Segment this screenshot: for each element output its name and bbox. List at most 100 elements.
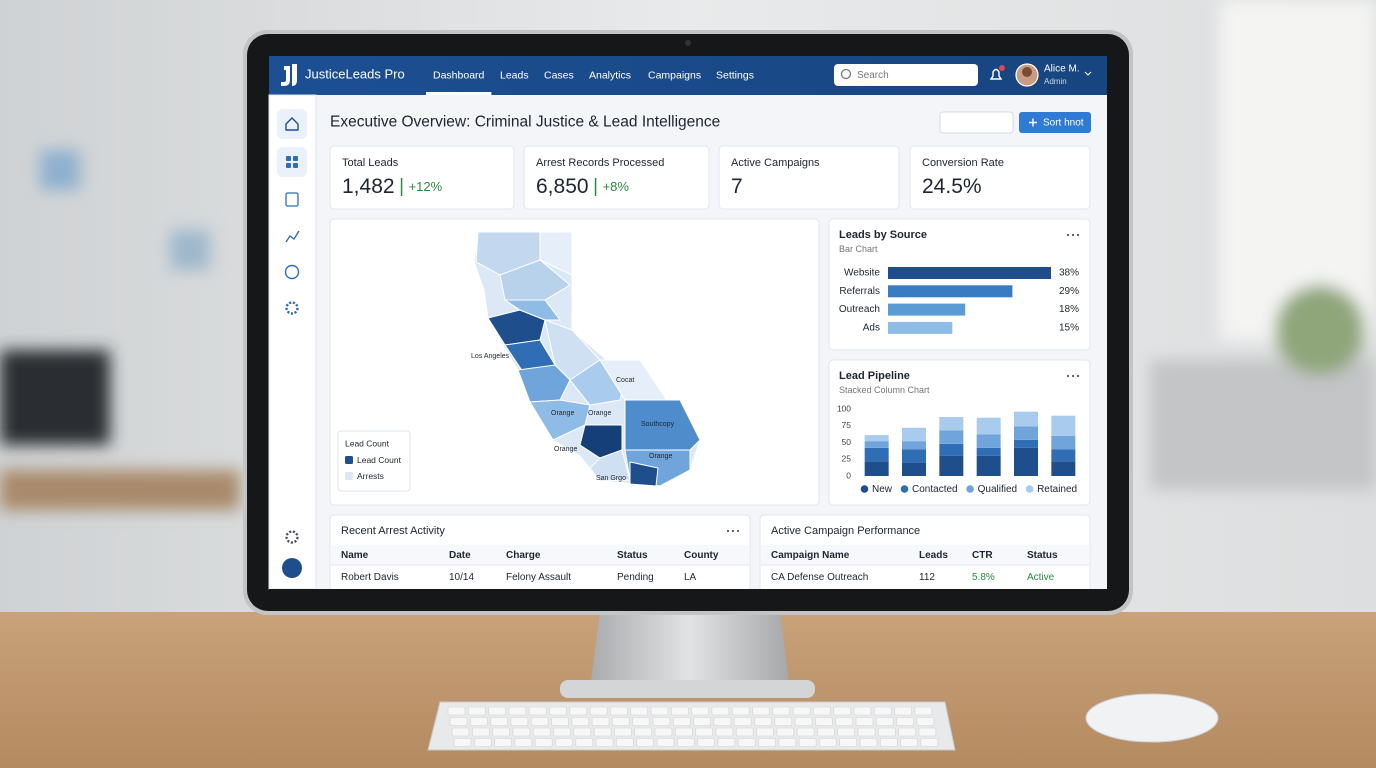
- stacked-segment: [1014, 439, 1038, 448]
- key: [879, 738, 898, 747]
- key: [754, 717, 772, 726]
- kpi-value: 24.5%: [922, 175, 982, 198]
- blur-note: [40, 150, 80, 190]
- more-menu-dot[interactable]: [726, 529, 730, 533]
- nav-active-indicator: [426, 92, 492, 95]
- bar-label: Referrals: [839, 286, 880, 297]
- search-icon: [840, 68, 852, 80]
- key: [817, 727, 835, 737]
- bar-value-label: 38%: [1059, 268, 1079, 279]
- nav-item[interactable]: Campaigns: [648, 69, 701, 81]
- key: [914, 706, 933, 716]
- key: [695, 727, 713, 737]
- blur-plant: [1275, 285, 1365, 375]
- key: [697, 738, 715, 747]
- map-legend-title: Lead Count: [345, 438, 390, 448]
- key: [473, 738, 492, 747]
- more-menu-dot[interactable]: [1066, 374, 1070, 378]
- y-tick-label: 0: [846, 470, 851, 480]
- key: [918, 727, 937, 737]
- icon-campaigns[interactable]: [284, 264, 300, 280]
- legend-marker: [966, 485, 974, 493]
- icon-preferences[interactable]: [285, 530, 299, 544]
- legend-swatch: [345, 472, 353, 480]
- county: [487, 309, 546, 346]
- key: [656, 738, 675, 747]
- bar-label: Website: [844, 268, 880, 279]
- more-menu-dot[interactable]: [1066, 233, 1070, 237]
- more-menu-dot[interactable]: [731, 529, 735, 533]
- stacked-segment: [864, 435, 889, 442]
- key: [453, 738, 472, 747]
- icon-buttons[interactable]: [939, 111, 1014, 134]
- kpi-value: 6,850: [536, 175, 589, 198]
- more-menu-dot[interactable]: [736, 529, 740, 533]
- action-button[interactable]: [1019, 112, 1091, 133]
- key: [693, 717, 711, 726]
- nav-item[interactable]: Cases: [544, 69, 574, 81]
- table-header: Name: [341, 550, 369, 561]
- nav-item[interactable]: Analytics: [589, 69, 631, 81]
- key: [614, 727, 632, 737]
- key: [593, 727, 612, 737]
- more-menu-dot[interactable]: [1071, 233, 1075, 237]
- kpi-label: Total Leads: [342, 157, 399, 169]
- kpi-value: 7: [731, 175, 743, 198]
- page-title: Executive Overview: Criminal Justice & L…: [330, 114, 720, 131]
- icon-home[interactable]: [285, 117, 299, 131]
- stacked-segment: [1051, 449, 1076, 462]
- icon-tile: [293, 156, 298, 161]
- nav: Dashboard Leads Cases Analytics Campaigns Set…: [426, 69, 754, 95]
- key: [553, 727, 571, 737]
- key: [632, 717, 651, 726]
- legend-label: Retained: [1037, 484, 1077, 495]
- table-header-bg: [761, 545, 1089, 565]
- icon-analytics[interactable]: [285, 230, 300, 243]
- kpi-delta: +12%: [409, 179, 443, 194]
- nav-item[interactable]: Settings: [716, 69, 754, 81]
- table-cell: Active: [1027, 572, 1055, 583]
- key: [508, 706, 527, 716]
- county: [624, 399, 701, 451]
- icon-settings[interactable]: [285, 301, 299, 315]
- key: [672, 717, 691, 726]
- key: [595, 738, 614, 747]
- more-menu-dot[interactable]: [1071, 374, 1075, 378]
- icon-cases[interactable]: [285, 192, 299, 207]
- stacked-segment: [1051, 435, 1076, 450]
- legend-marker: [860, 485, 869, 493]
- table-cell: 112: [919, 572, 935, 583]
- legend-swatch: [345, 456, 353, 464]
- icon-profile[interactable]: [282, 558, 302, 578]
- key: [514, 738, 533, 747]
- more-menu-dot[interactable]: [1076, 233, 1080, 237]
- key: [894, 706, 912, 716]
- table-cell: 10/14: [449, 572, 474, 583]
- notification-bell[interactable]: [989, 68, 1003, 80]
- icon-tile: [293, 163, 298, 168]
- blurred-office: [0, 0, 1376, 510]
- y-tick-label: 25: [842, 454, 852, 464]
- user-menu-caret[interactable]: [1084, 71, 1092, 76]
- search-box[interactable]: [834, 64, 978, 86]
- more-menu-dot[interactable]: [1076, 374, 1080, 378]
- icon-tile: [286, 163, 291, 168]
- bar: [888, 321, 953, 334]
- county-label: Orange: [551, 410, 574, 417]
- key: [471, 727, 490, 737]
- stacked-segment: [864, 461, 889, 476]
- legend-label: Contacted: [912, 484, 958, 495]
- stacked-segment: [902, 427, 926, 442]
- icon-dashboard[interactable]: [286, 156, 298, 168]
- key: [691, 706, 709, 716]
- bar-value-label: 29%: [1059, 286, 1079, 297]
- key: [630, 706, 649, 716]
- bar-value-label: 18%: [1059, 304, 1079, 315]
- key: [877, 727, 896, 737]
- key: [467, 706, 486, 716]
- key: [839, 738, 858, 747]
- nav-item[interactable]: Dashboard: [433, 69, 485, 81]
- county-label: Orange: [588, 410, 611, 417]
- nav-item[interactable]: Leads: [500, 69, 529, 81]
- bar-value-label: 15%: [1059, 323, 1079, 334]
